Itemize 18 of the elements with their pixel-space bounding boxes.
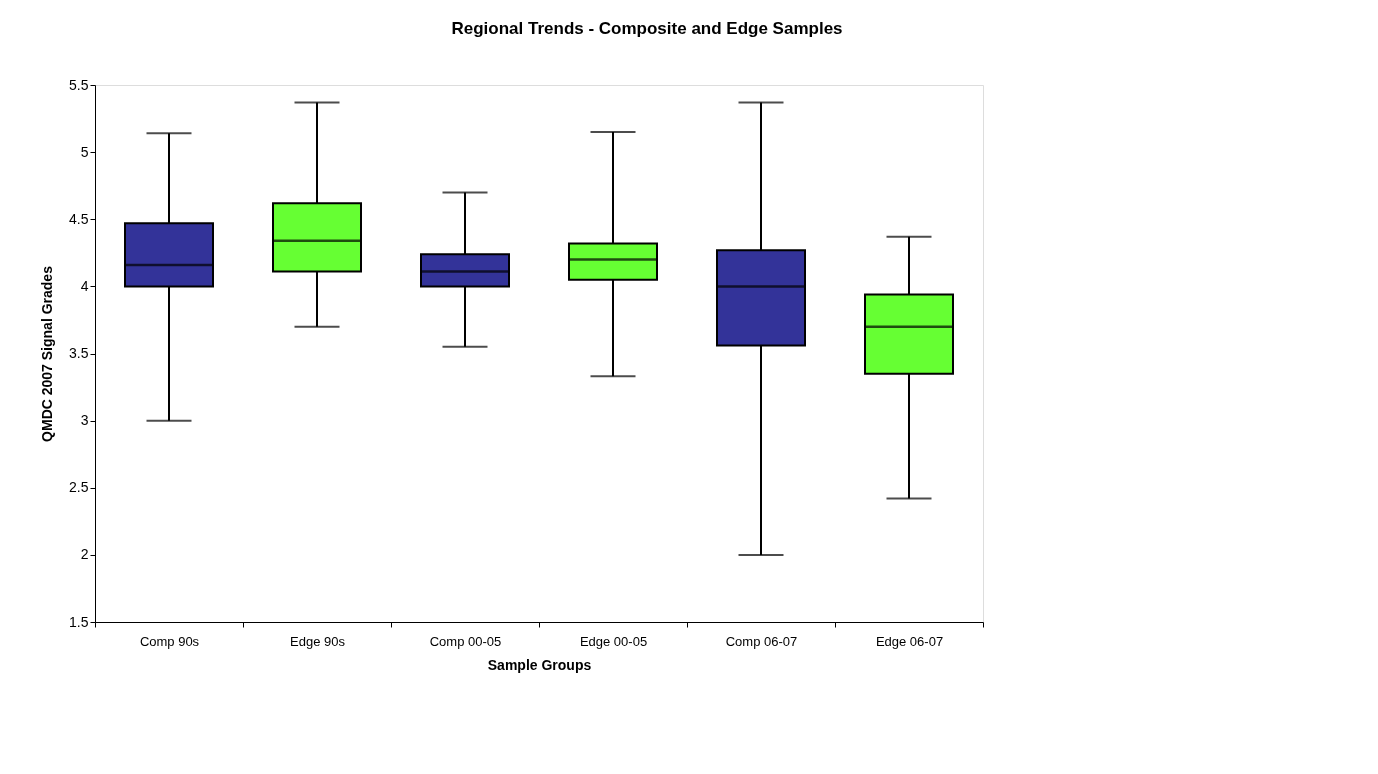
y-tick-label: 5.5	[69, 76, 89, 93]
x-tick-label: Comp 06-07	[725, 633, 798, 649]
y-axis-title: QMDC 2007 Signal Grades	[39, 265, 56, 442]
x-tick-label: Comp 00-05	[429, 633, 502, 649]
y-tick-label: 4.5	[69, 210, 89, 227]
chart-title: Regional Trends - Composite and Edge Samples	[451, 19, 843, 38]
x-tick-label: Edge 06-07	[875, 633, 944, 649]
y-tick-label: 3.5	[69, 345, 89, 361]
y-tick-label: 4	[80, 277, 89, 294]
y-tick-label: 2.5	[69, 479, 89, 496]
y-tick-label: 2	[80, 546, 89, 563]
x-tick-label: Edge 90s	[290, 633, 346, 649]
y-tick-label: 5	[80, 143, 89, 160]
x-tick-label: Edge 00-05	[579, 633, 648, 649]
y-tick-label: 1.5	[69, 613, 89, 630]
y-tick-label: 3	[80, 412, 89, 429]
x-axis-title: Sample Groups	[487, 656, 592, 673]
x-tick-label: Comp 90s	[139, 633, 200, 649]
